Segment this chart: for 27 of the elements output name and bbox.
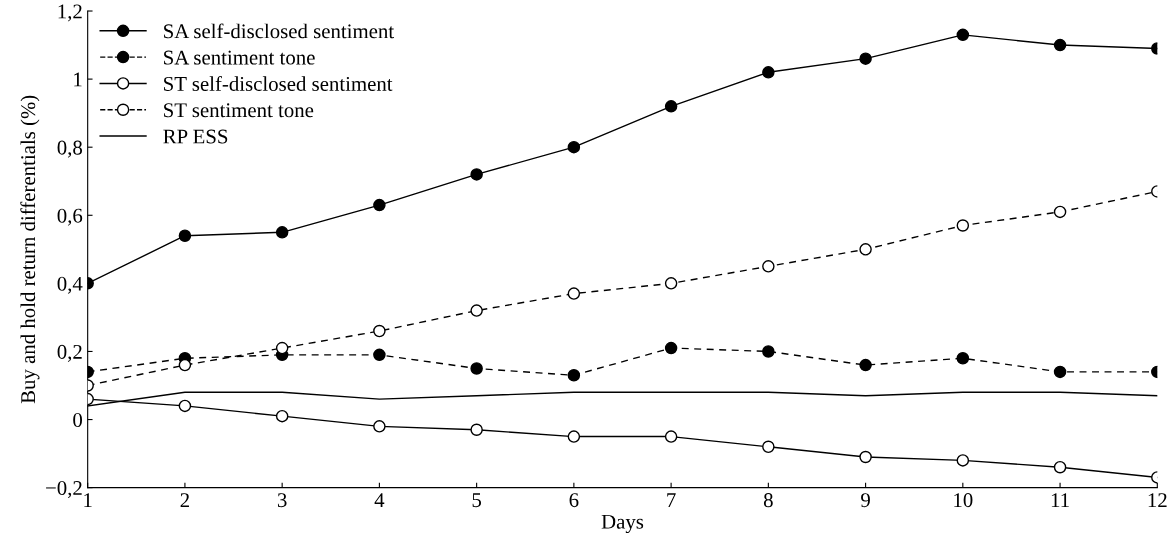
y-tick-label: 0,4: [57, 276, 83, 294]
y-tick-label: 1: [74, 72, 82, 87]
legend-label: ST self-disclosed sentiment: [164, 76, 393, 91]
legend-label: SA sentiment tone: [164, 50, 315, 65]
y-tick-label: 0: [73, 412, 83, 427]
x-tick-label: 7: [667, 493, 676, 507]
y-tick-label: 0,6: [57, 208, 83, 226]
x-tick-label: 6: [569, 493, 579, 508]
x-tick-label: 3: [277, 493, 287, 508]
x-tick-label: 8: [763, 493, 773, 508]
x-tick-label: 11: [1051, 493, 1069, 507]
legend-label: SA self-disclosed sentiment: [164, 23, 395, 39]
legend-label: ST sentiment tone: [164, 103, 314, 118]
y-tick-label: 0,8: [57, 140, 83, 158]
x-axis-title: Days: [601, 514, 644, 534]
x-tick-label: 9: [861, 493, 870, 508]
x-tick-label: 10: [954, 493, 973, 508]
legend-label: RP ESS: [163, 129, 228, 144]
x-tick-label: 4: [374, 493, 385, 507]
x-tick-label: 2: [180, 493, 189, 507]
x-tick-label: 12: [1148, 493, 1167, 507]
y-tick-label: 1,2: [58, 4, 82, 22]
y-tick-label: −0,2: [46, 481, 82, 499]
y-axis-title: Buy and hold return differentials (%): [20, 95, 40, 404]
y-tick-label: 0,2: [57, 344, 82, 362]
x-tick-label: 5: [472, 493, 482, 508]
x-tick-label: 1: [84, 493, 92, 507]
